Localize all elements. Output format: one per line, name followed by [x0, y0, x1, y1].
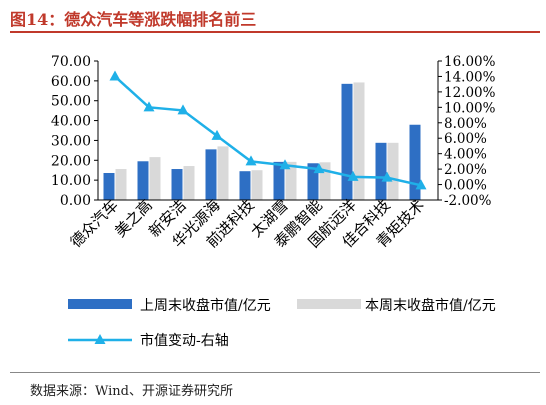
bar-last-week [375, 142, 387, 200]
bar-this-week [285, 161, 297, 200]
bar-this-week [149, 157, 161, 200]
y-right-tick-label: 14.00% [444, 69, 496, 85]
y-left-tick-label: 20.00 [51, 153, 91, 169]
y-left-tick-label: 0.00 [60, 193, 91, 209]
y-right-tick-label: 12.00% [444, 85, 496, 101]
legend-marker-change [94, 334, 106, 344]
bar-last-week [103, 172, 115, 200]
source-rule [10, 372, 540, 373]
y-left-tick-label: 10.00 [51, 173, 91, 189]
line-marker [279, 159, 291, 170]
bar-this-week [217, 146, 229, 200]
line-marker [143, 101, 155, 112]
bar-last-week [239, 171, 251, 200]
y-right-tick-label: 0.00% [444, 178, 487, 194]
line-marker [245, 155, 257, 166]
line-marker [347, 170, 359, 181]
y-right-tick-label: -2.00% [444, 193, 492, 209]
legend-swatch-this-week [297, 299, 361, 309]
line-marker [381, 171, 393, 182]
bar-this-week [353, 82, 365, 200]
bar-this-week [319, 162, 331, 200]
x-tick-label: 美之高 [111, 196, 156, 241]
legend-label-this-week: 本周末收盘市值/亿元 [365, 297, 496, 314]
y-right-tick-label: 2.00% [444, 162, 487, 178]
y-right-tick-label: 10.00% [444, 100, 496, 116]
legend-label-last-week: 上周末收盘市值/亿元 [140, 297, 271, 314]
line-marker [415, 179, 427, 190]
bar-this-week [183, 166, 195, 200]
line-marker [109, 70, 121, 81]
line-market-cap-change [114, 75, 422, 187]
y-right-tick-label: 6.00% [444, 131, 487, 147]
title-rule [10, 31, 540, 33]
bar-this-week [251, 170, 263, 200]
y-right-tick-label: 16.00% [444, 54, 496, 70]
legend-swatch-last-week [68, 299, 132, 309]
bar-last-week [273, 161, 285, 200]
y-left-tick-label: 60.00 [51, 74, 91, 90]
bar-last-week [137, 161, 149, 200]
line-marker [177, 104, 189, 115]
bar-last-week [205, 149, 217, 200]
bar-this-week [387, 142, 399, 200]
y-left-tick-label: 50.00 [51, 94, 91, 110]
y-left-tick-label: 70.00 [51, 54, 91, 70]
y-left-tick-label: 30.00 [51, 133, 91, 149]
legend-label-change: 市值变动-右轴 [140, 332, 229, 349]
bar-last-week [307, 163, 319, 200]
y-right-tick-label: 8.00% [444, 116, 487, 132]
bar-last-week [409, 124, 421, 200]
line-marker [313, 163, 325, 174]
bar-last-week [341, 83, 353, 200]
bar-this-week [115, 169, 127, 200]
y-left-tick-label: 40.00 [51, 114, 91, 130]
line-marker [211, 129, 223, 140]
source-note: 数据来源：Wind、开源证券研究所 [30, 384, 233, 399]
figure-title: 图14：德众汽车等涨跌幅排名前三 [10, 10, 257, 29]
y-right-tick-label: 4.00% [444, 147, 487, 163]
bar-last-week [171, 169, 183, 200]
